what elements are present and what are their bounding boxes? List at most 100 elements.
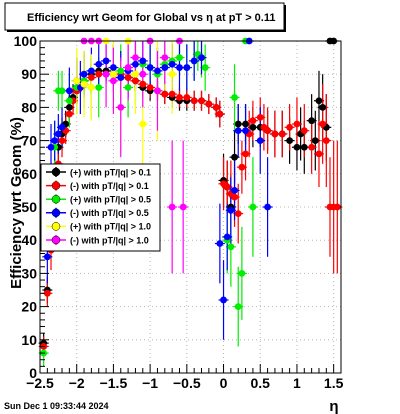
series-2-point: [43, 289, 51, 297]
legend-label: (-) with pT/|q| > 0.5: [70, 208, 149, 218]
series-6-point: [179, 203, 187, 211]
series-4-point: [65, 87, 73, 95]
series-2-point: [205, 100, 213, 108]
title-box-shadow-bottom: [7, 30, 286, 32]
series-6-point: [132, 54, 139, 61]
series-4-point: [80, 70, 88, 78]
legend-label: (-) with pT/|q| > 0.1: [70, 181, 149, 191]
x-tick-label: 0: [220, 375, 228, 391]
x-tick-label: 0.5: [251, 375, 271, 391]
y-tick-label: 60: [21, 166, 37, 182]
series-2-point: [198, 97, 205, 105]
series-4-point: [43, 253, 51, 261]
series-1-point: [293, 143, 301, 151]
legend-marker: [51, 167, 61, 177]
series-4-point: [242, 127, 249, 135]
legend-label: (-) with pT/|q| > 1.0: [70, 235, 149, 245]
axes: −2.5 −2 −1.5 −1 −0.5 0 0.5 1 1.5 0 10 20 30 40 50 60 70 8…: [14, 33, 344, 391]
series-4-point: [176, 64, 183, 71]
series-4-point: [95, 60, 103, 68]
legend-label: (+) with pT/|q| > 1.0: [70, 222, 151, 232]
series-3-point: [58, 87, 66, 95]
legend-marker: [51, 194, 61, 204]
series-2-point: [256, 113, 264, 121]
series-2-point: [223, 183, 231, 191]
series-1-point: [234, 120, 242, 128]
series-2-point: [139, 80, 147, 88]
series-2-point: [293, 120, 301, 128]
series-1-point: [315, 97, 323, 105]
series-5-point: [168, 70, 176, 78]
y-tick-label: 20: [21, 299, 37, 315]
series-2-point: [333, 203, 341, 211]
series-3-point: [95, 84, 103, 91]
date-stamp: Sun Dec 1 09:33:44 2024: [4, 401, 109, 411]
legend-label: (+) with pT/|q| > 0.1: [70, 167, 151, 177]
series-2-point: [190, 97, 198, 105]
series-6-point: [110, 77, 117, 85]
series-2-point: [87, 74, 95, 81]
series-1-point: [286, 137, 294, 145]
series-2-point: [300, 127, 308, 135]
series-4-point: [216, 240, 224, 247]
legend-label: (+) with pT/|q| > 0.5: [70, 195, 151, 205]
y-tick-label: 50: [21, 199, 37, 215]
series-2-point: [234, 210, 242, 218]
series-3-point: [201, 64, 209, 71]
series-2-point: [231, 193, 238, 201]
series-4-point: [198, 54, 205, 61]
series-1-point: [311, 137, 319, 145]
series-2-point: [124, 74, 132, 81]
series-3-point: [234, 303, 242, 310]
series-2-point: [168, 90, 176, 98]
series-6-point: [139, 70, 147, 78]
y-tick-label: 90: [21, 66, 37, 82]
series-2-point: [264, 127, 271, 135]
series-5-point: [73, 77, 81, 85]
series-1-point: [319, 104, 327, 111]
series-4-point: [183, 64, 191, 71]
series-4-point: [168, 60, 176, 68]
series-4-point: [47, 143, 55, 151]
x-tick-label: −1: [142, 375, 158, 391]
series-2-point: [286, 123, 294, 131]
series-4-point: [256, 137, 264, 145]
series-2-point: [216, 110, 224, 118]
series-1-point: [308, 117, 316, 125]
x-tick-label: −2: [69, 375, 85, 391]
x-tick-label: −0.5: [173, 375, 201, 391]
series-5-point: [139, 120, 147, 128]
series-6-point: [161, 54, 169, 61]
series-5-point: [87, 84, 95, 91]
y-tick-label: 80: [21, 99, 37, 115]
legend-marker: [51, 208, 61, 218]
series-1-point: [231, 153, 238, 161]
series-2-point: [242, 150, 249, 158]
series-4-point: [51, 137, 59, 145]
series-1-point: [249, 123, 257, 131]
legend-marker: [51, 235, 61, 245]
series-4-point: [102, 57, 110, 65]
x-tick-label: 1: [293, 375, 301, 391]
series-5-point: [80, 80, 88, 88]
series-4-point: [54, 130, 62, 138]
x-tick-label: −1.5: [100, 375, 128, 391]
series-3-point: [238, 270, 246, 277]
series-2-point: [308, 143, 316, 151]
series-4-point: [231, 187, 238, 194]
series-2-point: [315, 150, 323, 158]
series-4-point: [223, 233, 231, 241]
series-2-point: [212, 104, 220, 111]
x-axis-label: η: [329, 398, 338, 414]
series-4-point: [234, 127, 242, 135]
series-4-point: [146, 64, 154, 71]
series-1-point: [300, 143, 308, 151]
y-axis-label: Efficiency wrt Geom (%): [8, 117, 25, 289]
y-tick-label: 40: [21, 232, 37, 248]
data-markers: [40, 37, 341, 357]
x-tick-label: 1.5: [324, 375, 344, 391]
series-4-point: [117, 74, 125, 81]
series-4-point: [227, 206, 235, 214]
series-6-point: [117, 104, 125, 111]
